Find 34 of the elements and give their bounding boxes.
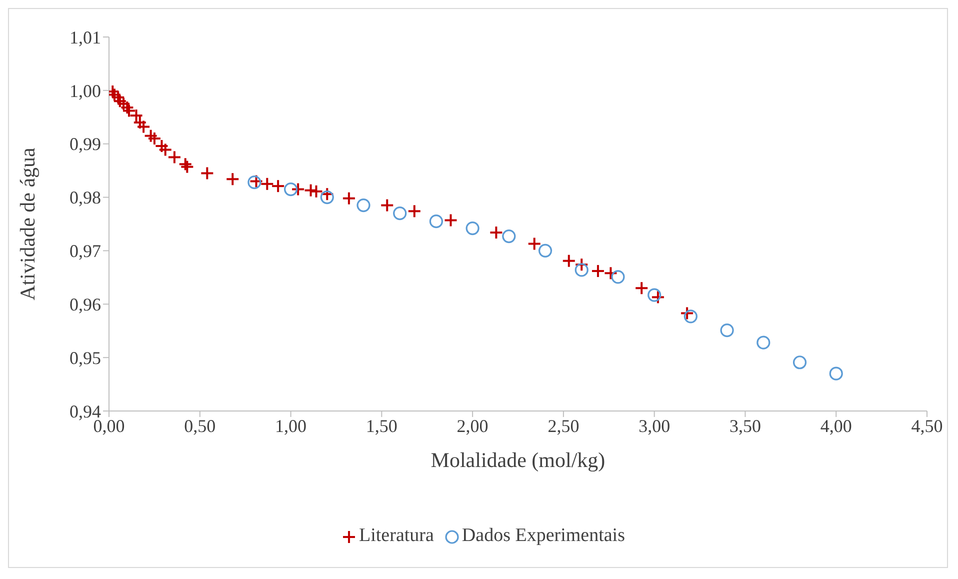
x-tick-label: 4,50 [911, 416, 943, 436]
x-tick-label: 2,50 [548, 416, 580, 436]
point [829, 366, 843, 380]
y-tick-label: 0,97 [70, 241, 101, 262]
y-tick-label: 0,99 [70, 134, 101, 154]
x-tick-label: 1,50 [366, 416, 398, 436]
x-tick-label: 3,50 [729, 416, 761, 436]
point [356, 198, 370, 212]
point [756, 336, 770, 350]
x-axis-title: Molalidade (mol/kg) [430, 448, 606, 472]
x-tick-label: 3,00 [638, 416, 670, 436]
x-tick-label: 1,00 [275, 416, 307, 436]
legend-label: Dados Experimentais [460, 525, 625, 546]
y-tick-label: 0,98 [70, 188, 101, 208]
point [466, 221, 480, 236]
point [393, 206, 407, 220]
point [684, 310, 698, 324]
point [284, 182, 298, 196]
point [502, 229, 516, 244]
x-tick-label: 2,00 [456, 416, 488, 436]
point [792, 356, 807, 370]
legend-label: Literatura [358, 525, 434, 546]
point [648, 288, 662, 302]
x-tick-label: 4,00 [820, 416, 852, 436]
point [611, 270, 625, 284]
point [538, 244, 552, 258]
point [429, 214, 443, 228]
y-axis-title: Atividade de água [15, 146, 40, 300]
x-tick-label: 0,50 [184, 416, 216, 436]
point [720, 324, 734, 338]
y-tick-label: 0,96 [70, 294, 101, 315]
y-tick-label: 1,01 [70, 27, 101, 48]
y-tick-label: 1,00 [70, 80, 101, 101]
y-tick-label: 0,95 [70, 348, 101, 368]
